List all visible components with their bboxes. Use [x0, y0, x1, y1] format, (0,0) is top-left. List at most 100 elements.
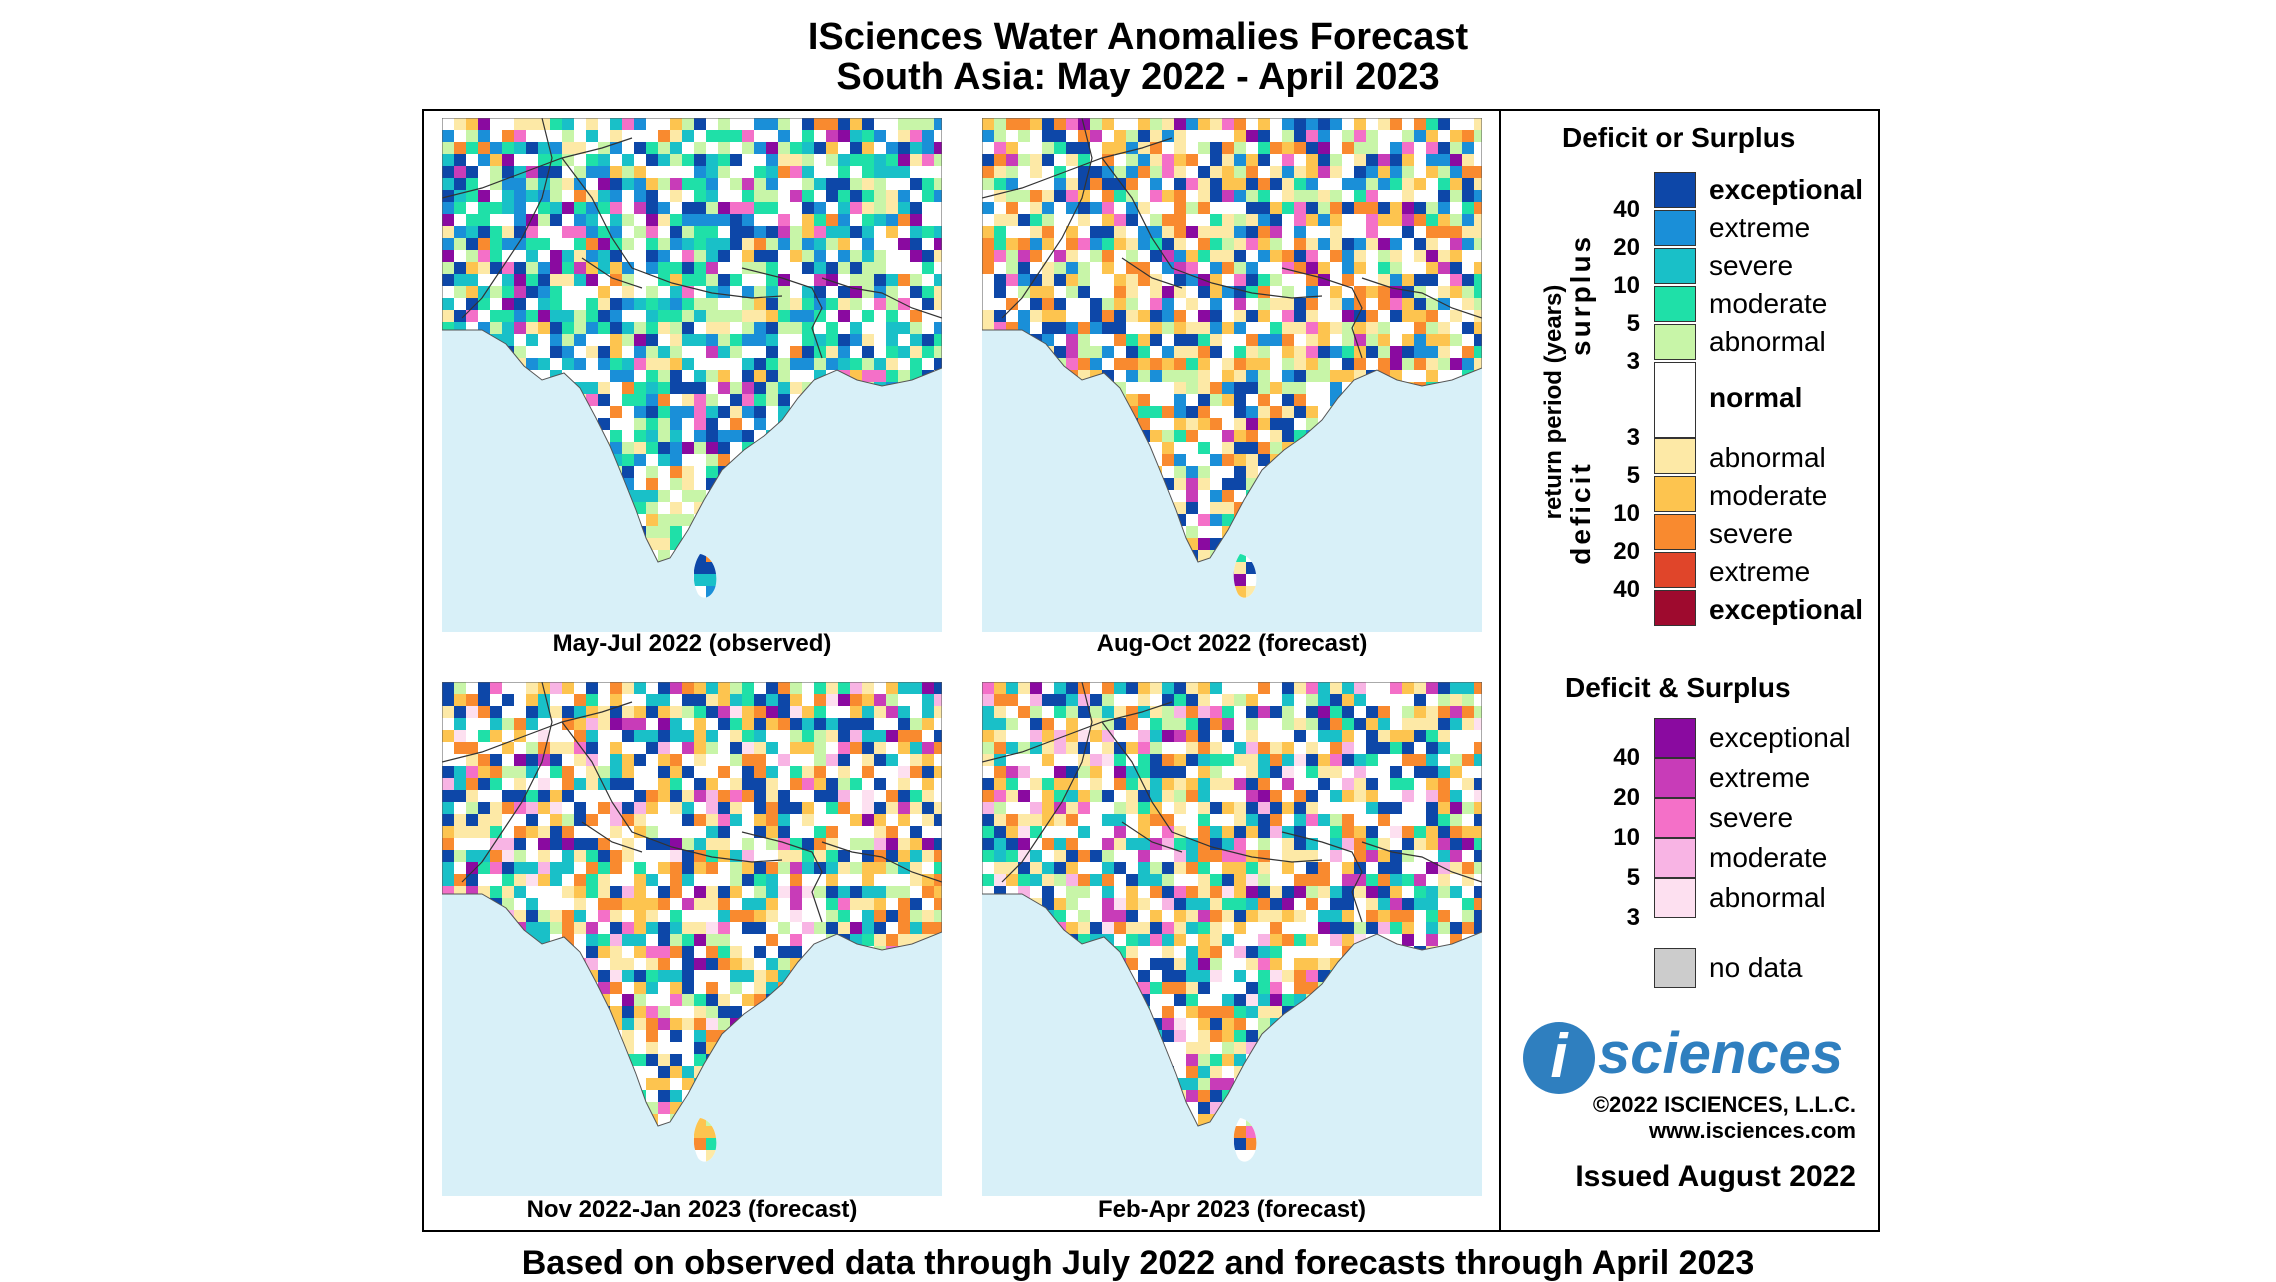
anomaly-cell: [730, 586, 742, 598]
anomaly-cell: [850, 478, 862, 490]
anomaly-cell: [1462, 910, 1474, 922]
anomaly-cell: [1006, 442, 1018, 454]
anomaly-cell: [742, 1114, 754, 1126]
anomaly-cell: [610, 1114, 622, 1126]
anomaly-cell: [1174, 574, 1186, 586]
anomaly-cell: [538, 862, 550, 874]
anomaly-cell: [1474, 946, 1482, 958]
anomaly-cell: [490, 682, 502, 694]
anomaly-cell: [1162, 190, 1174, 202]
anomaly-cell: [802, 538, 814, 550]
anomaly-cell: [1390, 874, 1402, 886]
anomaly-cell: [742, 370, 754, 382]
anomaly-cell: [922, 1102, 934, 1114]
anomaly-cell: [670, 142, 682, 154]
anomaly-cell: [1330, 370, 1342, 382]
anomaly-cell: [1366, 166, 1378, 178]
anomaly-cell: [922, 610, 934, 622]
anomaly-cell: [766, 1150, 778, 1162]
anomaly-cell: [1258, 310, 1270, 322]
anomaly-cell: [754, 802, 766, 814]
anomaly-cell: [454, 346, 466, 358]
anomaly-cell: [514, 226, 526, 238]
anomaly-cell: [694, 154, 706, 166]
anomaly-cell: [766, 226, 778, 238]
anomaly-cell: [766, 466, 778, 478]
anomaly-cell: [730, 238, 742, 250]
anomaly-cell: [454, 694, 466, 706]
anomaly-cell: [634, 454, 646, 466]
anomaly-cell: [838, 430, 850, 442]
anomaly-cell: [694, 886, 706, 898]
anomaly-cell: [1198, 862, 1210, 874]
anomaly-cell: [994, 934, 1006, 946]
anomaly-cell: [550, 706, 562, 718]
anomaly-cell: [670, 970, 682, 982]
anomaly-cell: [1366, 286, 1378, 298]
anomaly-cell: [1342, 586, 1354, 598]
anomaly-cell: [718, 1126, 730, 1138]
anomaly-cell: [574, 502, 586, 514]
anomaly-cell: [766, 166, 778, 178]
anomaly-cell: [442, 178, 454, 190]
anomaly-cell: [1378, 838, 1390, 850]
anomaly-cell: [466, 982, 478, 994]
anomaly-cell: [658, 586, 670, 598]
anomaly-cell: [922, 394, 934, 406]
anomaly-cell: [574, 706, 586, 718]
anomaly-cell: [1042, 802, 1054, 814]
anomaly-cell: [1306, 754, 1318, 766]
anomaly-cell: [1042, 778, 1054, 790]
anomaly-cell: [1150, 214, 1162, 226]
anomaly-cell: [1306, 454, 1318, 466]
anomaly-cell: [574, 466, 586, 478]
anomaly-cell: [766, 862, 778, 874]
anomaly-cell: [670, 466, 682, 478]
anomaly-cell: [982, 202, 994, 214]
anomaly-cell: [538, 526, 550, 538]
anomaly-cell: [838, 250, 850, 262]
anomaly-cell: [1042, 694, 1054, 706]
anomaly-cell: [778, 1078, 790, 1090]
anomaly-cell: [646, 382, 658, 394]
anomaly-cell: [442, 406, 454, 418]
anomaly-cell: [694, 262, 706, 274]
anomaly-cell: [910, 1078, 922, 1090]
anomaly-cell: [1138, 850, 1150, 862]
anomaly-cell: [1294, 298, 1306, 310]
anomaly-cell: [454, 1078, 466, 1090]
anomaly-cell: [766, 1090, 778, 1102]
anomaly-cell: [1126, 274, 1138, 286]
anomaly-cell: [814, 742, 826, 754]
anomaly-cell: [1474, 274, 1482, 286]
anomaly-cell: [526, 334, 538, 346]
anomaly-cell: [838, 742, 850, 754]
anomaly-cell: [1354, 478, 1366, 490]
anomaly-cell: [754, 1066, 766, 1078]
anomaly-cell: [1450, 550, 1462, 562]
anomaly-cell: [586, 814, 598, 826]
anomaly-cell: [850, 562, 862, 574]
anomaly-cell: [1174, 394, 1186, 406]
anomaly-cell: [1390, 886, 1402, 898]
anomaly-cell: [1342, 538, 1354, 550]
anomaly-cell: [1222, 862, 1234, 874]
anomaly-cell: [730, 226, 742, 238]
anomaly-cell: [1402, 706, 1414, 718]
anomaly-cell: [718, 322, 730, 334]
anomaly-cell: [490, 778, 502, 790]
anomaly-cell: [994, 118, 1006, 130]
anomaly-cell: [1414, 430, 1426, 442]
anomaly-cell: [982, 346, 994, 358]
anomaly-cell: [706, 562, 718, 574]
anomaly-cell: [550, 346, 562, 358]
anomaly-cell: [466, 418, 478, 430]
anomaly-cell: [886, 442, 898, 454]
anomaly-cell: [466, 778, 478, 790]
anomaly-cell: [1114, 742, 1126, 754]
anomaly-cell: [1282, 778, 1294, 790]
anomaly-cell: [994, 922, 1006, 934]
anomaly-cell: [1150, 322, 1162, 334]
anomaly-cell: [1474, 346, 1482, 358]
anomaly-cell: [718, 154, 730, 166]
